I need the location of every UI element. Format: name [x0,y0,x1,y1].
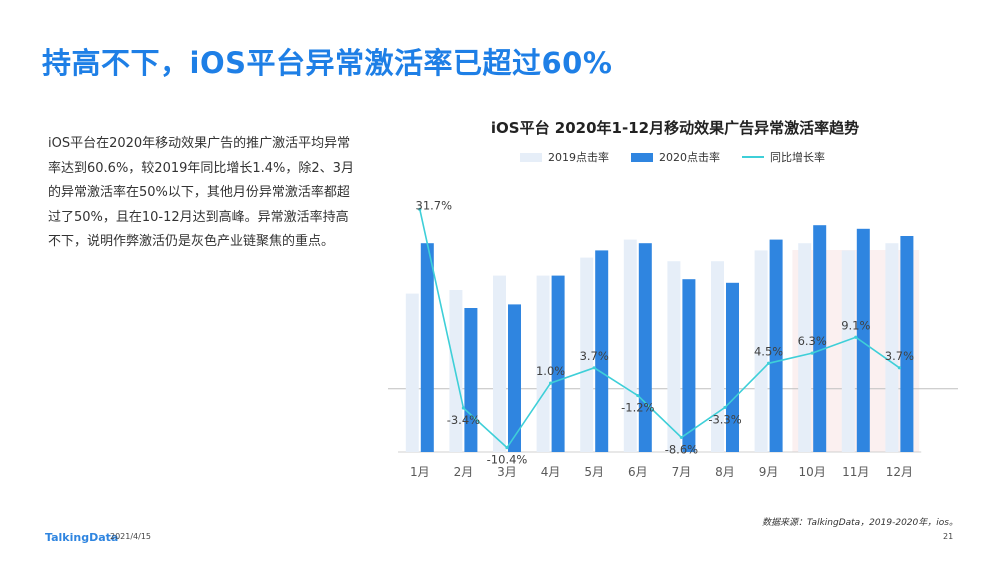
x-tick-label: 3月 [497,465,517,479]
legend-swatch-growth [742,156,764,158]
growth-point [549,381,553,385]
bar-2019 [711,261,724,452]
bar-2019 [493,275,506,452]
x-tick-label: 4月 [541,465,561,479]
growth-data-label: 3.7% [580,349,609,363]
growth-point [505,446,509,450]
x-tick-label: 9月 [759,465,779,479]
bar-2019 [841,250,855,452]
legend-item-2019: 2019点击率 [520,149,609,165]
bar-2020 [551,275,565,452]
growth-data-label: -3.4% [447,413,480,427]
chart-title: iOS平台 2020年1-12月移动效果广告异常激活率趋势 [490,119,860,137]
bar-2020 [769,239,783,452]
growth-point [854,335,858,339]
growth-data-label: 3.7% [885,349,914,363]
x-tick-label: 6月 [628,465,648,479]
legend-label-growth: 同比增长率 [770,151,825,164]
growth-data-label: 6.3% [798,334,827,348]
bar-2020 [900,236,914,452]
x-tick-label: 12月 [886,465,913,479]
description-text: iOS平台在2020年移动效果广告的推广激活平均异常率达到60.6%，较2019… [48,136,354,249]
growth-data-label: -8.6% [665,442,698,456]
bar-2019 [623,239,637,452]
growth-data-label: -10.4% [487,453,528,467]
page-title: 持高不下，iOS平台异常激活率已超过60% [42,46,613,80]
x-tick-label: 5月 [584,465,604,479]
x-tick-label: 10月 [799,465,826,479]
x-tick-label: 11月 [842,465,869,479]
bar-2020 [420,243,434,452]
growth-data-label: 4.5% [754,344,783,358]
bar-2019 [536,275,550,452]
growth-point [679,435,684,440]
bar-2019 [405,293,419,452]
growth-data-label: 1.0% [536,364,565,378]
growth-point [767,361,771,365]
legend-label-2019: 2019点击率 [548,151,609,164]
chart-legend: 2019点击率 2020点击率 同比增长率 [520,149,825,165]
growth-data-label: 31.7% [416,198,453,212]
legend-swatch-2019 [520,152,542,162]
brand-logo: TalkingData [45,531,119,544]
growth-point [461,406,465,410]
bar-2020 [682,279,696,452]
x-tick-label: 8月 [715,465,735,479]
growth-data-label: 9.1% [841,318,870,332]
x-tick-label: 2月 [454,465,474,479]
growth-point [592,366,596,370]
page-number: 21 [943,532,954,541]
bar-2020 [638,243,652,452]
growth-line [419,209,900,449]
legend-swatch-2020 [631,152,653,162]
bar-2020 [856,228,870,452]
growth-point [810,351,814,355]
legend-label-2020: 2020点击率 [659,151,720,164]
bar-2020 [726,282,739,452]
legend-item-growth: 同比增长率 [742,149,825,165]
growth-data-label: -3.3% [708,412,741,426]
growth-point [418,207,422,211]
growth-point [897,366,902,370]
x-tick-label: 7月 [672,465,692,479]
bar-2020 [813,225,827,452]
bar-2019 [667,261,681,452]
bar-2019 [798,243,812,452]
growth-point [636,393,640,398]
x-tick-label: 1月 [410,465,430,479]
legend-item-2020: 2020点击率 [631,149,720,165]
bar-2020 [595,250,609,452]
bar-2020 [464,308,478,452]
bar-2020 [508,304,521,452]
bar-2019 [580,257,594,452]
growth-point [723,405,727,410]
data-source: 数据来源：TalkingData，2019-2020年，ios。 [762,518,958,528]
footer-date: 2021/4/15 [110,532,152,541]
growth-data-label: -1.2% [621,401,654,415]
bar-2019 [885,243,899,452]
bar-2019 [754,250,768,452]
